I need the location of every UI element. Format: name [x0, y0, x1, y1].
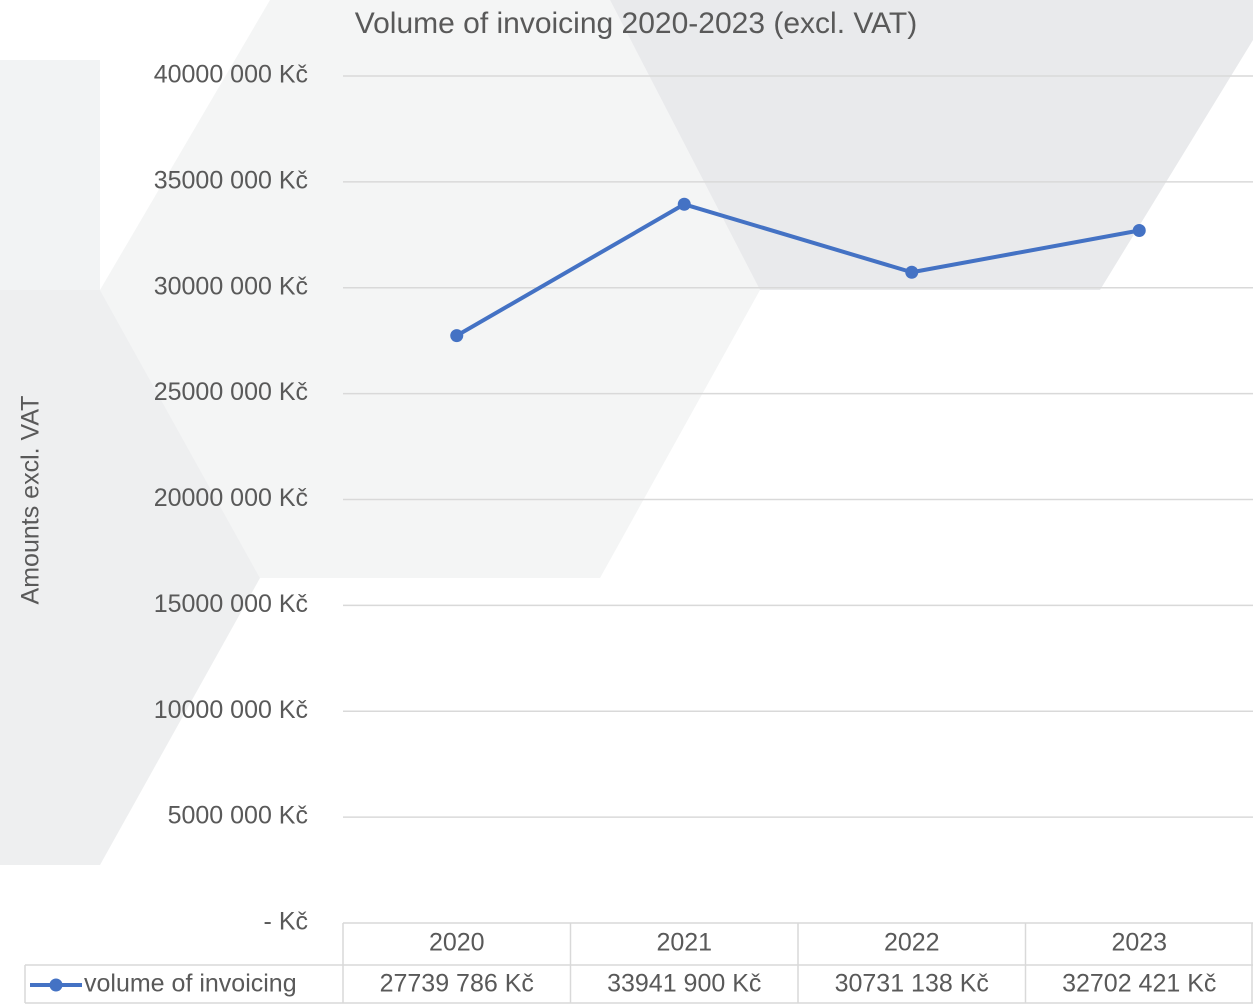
chart-title: Volume of invoicing 2020-2023 (excl. VAT… [355, 7, 918, 40]
y-tick-label: 25000 000 Kč [154, 378, 308, 406]
x-tick-label: 2023 [1111, 929, 1167, 957]
data-label: 33941 900 Kč [607, 970, 761, 998]
data-point [905, 265, 919, 279]
data-point [677, 197, 691, 211]
y-tick-label: 40000 000 Kč [154, 61, 308, 89]
y-tick-label: 10000 000 Kč [154, 696, 308, 724]
y-tick-label: 15000 000 Kč [154, 590, 308, 618]
y-tick-label: - Kč [264, 908, 308, 936]
data-label: 32702 421 Kč [1062, 970, 1216, 998]
y-axis-title: Amounts excl. VAT [17, 396, 45, 605]
x-tick-label: 2021 [656, 929, 712, 957]
legend-label: volume of invoicing [84, 970, 297, 998]
y-tick-label: 5000 000 Kč [168, 802, 308, 830]
data-point [450, 329, 464, 343]
y-tick-label: 35000 000 Kč [154, 166, 308, 194]
y-tick-label: 30000 000 Kč [154, 272, 308, 300]
y-tick-label: 20000 000 Kč [154, 484, 308, 512]
series-line [455, 202, 1140, 338]
x-tick-label: 2022 [884, 929, 940, 957]
background-decoration [0, 0, 1253, 865]
data-label: 30731 138 Kč [835, 970, 989, 998]
data-point [1132, 224, 1146, 238]
data-label: 27739 786 Kč [380, 970, 534, 998]
x-tick-label: 2020 [429, 929, 485, 957]
legend-marker-dot [49, 978, 63, 992]
